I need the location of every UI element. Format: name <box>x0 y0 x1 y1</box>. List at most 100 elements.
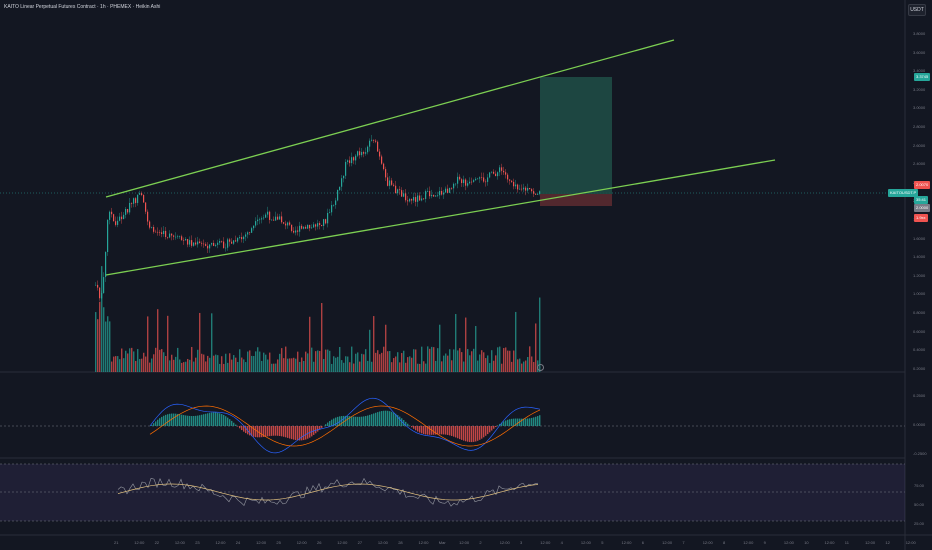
macd-histogram-bar <box>223 415 225 426</box>
candle <box>145 202 147 212</box>
candle <box>185 239 187 241</box>
candle <box>397 189 399 194</box>
candle <box>337 189 339 201</box>
candle <box>459 176 461 180</box>
macd-histogram-bar <box>395 413 397 426</box>
macd-histogram-bar <box>443 426 445 435</box>
volume-bar <box>437 348 439 372</box>
macd-histogram-bar <box>291 426 293 440</box>
macd-histogram-bar <box>225 416 227 426</box>
candle <box>391 180 393 185</box>
volume-bar <box>481 350 483 372</box>
volume-bar <box>399 362 401 372</box>
volume-bar <box>325 349 327 372</box>
volume-bar <box>285 346 287 372</box>
volume-bar <box>423 361 425 372</box>
volume-bar <box>231 359 233 372</box>
macd-histogram-bar <box>327 422 329 426</box>
volume-bar <box>277 359 279 372</box>
candle <box>521 188 523 190</box>
macd-histogram-bar <box>287 426 289 438</box>
candle <box>437 195 439 196</box>
time-tick-label: 22 <box>154 540 160 545</box>
candle <box>149 221 151 228</box>
macd-histogram-bar <box>217 412 219 426</box>
volume-bar <box>193 361 195 372</box>
volume-bar <box>413 349 415 372</box>
candle <box>123 214 125 220</box>
candle <box>327 212 329 224</box>
macd-histogram-bar <box>505 420 507 426</box>
macd-histogram-bar <box>241 426 243 431</box>
time-tick-label: 12:00 <box>865 540 876 545</box>
time-tick-label: 28 <box>398 540 403 545</box>
volume-bar <box>385 324 387 372</box>
time-tick-label: 5 <box>601 540 604 545</box>
candle <box>329 212 331 213</box>
time-tick-label: 12:00 <box>337 540 348 545</box>
candle <box>385 169 387 178</box>
volume-bar <box>279 353 281 372</box>
volume-bar <box>367 360 369 372</box>
candle <box>379 151 381 157</box>
macd-histogram-bar <box>471 426 473 443</box>
axis-tick-label: 0.2000 <box>913 365 926 371</box>
candle <box>273 219 275 221</box>
macd-histogram-bar <box>423 426 425 435</box>
candle <box>119 216 121 221</box>
volume-bar <box>129 348 131 372</box>
macd-histogram-bar <box>467 426 469 442</box>
macd-histogram-bar <box>485 426 487 436</box>
macd-histogram-bar <box>429 426 431 435</box>
candle <box>405 193 407 201</box>
candle <box>477 178 479 180</box>
axis-tick-label: 2.6000 <box>913 142 926 148</box>
volume-settings-icon[interactable]: ◦ <box>537 364 544 371</box>
candle <box>443 192 445 195</box>
candle <box>297 230 299 232</box>
volume-bar <box>219 363 221 372</box>
macd-histogram-bar <box>507 419 509 426</box>
macd-histogram-bar <box>491 426 493 431</box>
volume-bar <box>249 350 251 372</box>
candle <box>533 191 535 194</box>
candle <box>495 173 497 177</box>
candle <box>141 193 143 196</box>
candle <box>251 228 253 233</box>
macd-histogram-bar <box>175 413 177 426</box>
candle <box>359 151 361 156</box>
candle <box>471 181 473 183</box>
volume-bar <box>515 311 517 372</box>
macd-histogram-bar <box>437 426 439 435</box>
candle <box>211 242 213 245</box>
candle <box>207 245 209 249</box>
volume-bar <box>377 350 379 372</box>
macd-histogram-bar <box>265 426 267 437</box>
candle <box>167 237 169 238</box>
candle <box>269 211 271 220</box>
candle <box>399 189 401 191</box>
macd-histogram-bar <box>317 426 319 432</box>
volume-bars <box>95 266 541 372</box>
candle <box>345 161 347 176</box>
candle <box>155 231 157 233</box>
volume-bar <box>457 350 459 372</box>
currency-button[interactable]: USDT <box>908 4 926 16</box>
candle <box>497 172 499 177</box>
volume-bar <box>145 356 147 372</box>
macd-histogram-bar <box>285 426 287 438</box>
macd-histogram-bar <box>239 426 241 429</box>
candle <box>139 193 141 195</box>
candle <box>325 219 327 224</box>
macd-histogram-bar <box>479 426 481 440</box>
candle <box>175 236 177 238</box>
macd-histogram-bar <box>281 426 283 437</box>
volume-bar <box>503 348 505 372</box>
volume-bar <box>441 361 443 372</box>
time-tick-label: 12:00 <box>418 540 429 545</box>
candle <box>209 244 211 249</box>
macd-histogram-bar <box>409 425 411 426</box>
volume-bar <box>425 363 427 372</box>
time-tick-label: 9 <box>763 540 766 545</box>
